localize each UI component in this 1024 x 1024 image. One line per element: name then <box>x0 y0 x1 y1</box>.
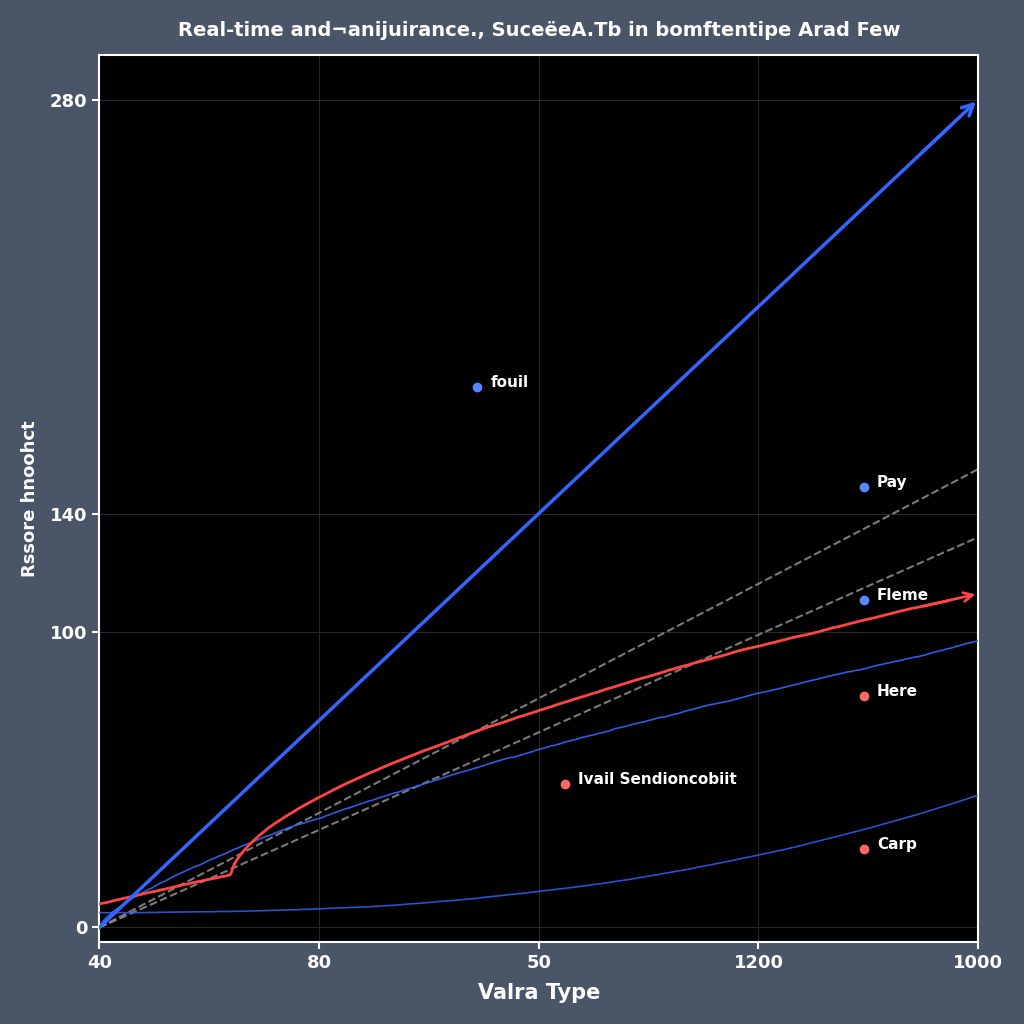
Title: Real-time and¬anijuirance., SuceëeA.Tb in bomftentipe Arad Few: Real-time and¬anijuirance., SuceëeA.Tb i… <box>177 20 900 40</box>
Text: Ivail Sendioncobiit: Ivail Sendioncobiit <box>579 771 737 786</box>
Text: Here: Here <box>878 684 919 699</box>
Text: Fleme: Fleme <box>878 589 929 603</box>
X-axis label: Valra Type: Valra Type <box>477 983 600 1004</box>
Text: fouil: fouil <box>490 375 528 390</box>
Text: Carp: Carp <box>878 837 916 852</box>
Text: Pay: Pay <box>878 475 907 490</box>
Y-axis label: Rssore hnoohct: Rssore hnoohct <box>20 421 39 578</box>
